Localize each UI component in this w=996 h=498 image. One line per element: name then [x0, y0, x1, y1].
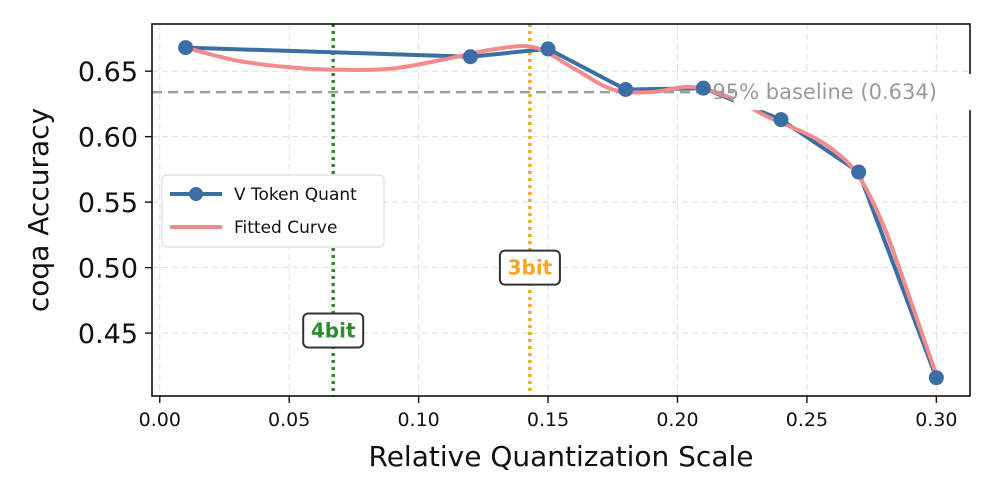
data-point: [851, 164, 867, 180]
x-tick-label: 0.20: [656, 409, 698, 431]
x-axis-label: Relative Quantization Scale: [369, 440, 754, 473]
x-tick-label: 0.25: [786, 409, 828, 431]
x-tick-label: 0.30: [915, 409, 957, 431]
legend-label: Fitted Curve: [234, 218, 337, 238]
data-point: [695, 80, 711, 96]
data-point: [462, 49, 478, 65]
baseline-label-bg: [733, 74, 996, 111]
x-tick-label: 0.10: [397, 409, 439, 431]
y-tick-label: 0.55: [78, 188, 138, 219]
legend-swatch-marker: [189, 187, 203, 201]
axis-ticks: 0.00 0.05 0.10 0.15 0.20 0.25 0.30 0.45 0.50 0.55…: [78, 57, 958, 431]
y-tick-label: 0.60: [78, 123, 138, 154]
marker-label-box: [498, 249, 561, 286]
plot-frame: [151, 23, 971, 397]
y-tick-label: 0.65: [78, 57, 138, 88]
data-point: [773, 112, 789, 128]
y-tick-label: 0.45: [78, 319, 138, 350]
y-axis-label: coqa Accuracy: [22, 108, 55, 312]
data-point: [618, 81, 634, 97]
annotations: 95% baseline (0.634) 4bit 3bit: [302, 74, 996, 349]
data-point: [928, 370, 944, 386]
x-tick-label: 0.00: [139, 409, 181, 431]
legend: V Token Quant Fitted Curve: [161, 174, 385, 248]
baseline-label: 95% baseline (0.634): [712, 80, 937, 104]
legend-label: V Token Quant: [234, 185, 357, 205]
x-tick-label: 0.15: [527, 409, 569, 431]
marker-label-4bit: 4bit: [311, 319, 356, 343]
y-tick-label: 0.50: [78, 254, 138, 285]
x-tick-label: 0.05: [268, 409, 310, 431]
marker-label-3bit: 3bit: [508, 256, 553, 280]
series: [178, 40, 944, 386]
marker-label-box: [302, 312, 365, 349]
data-point: [540, 41, 556, 57]
data-point: [178, 40, 194, 56]
